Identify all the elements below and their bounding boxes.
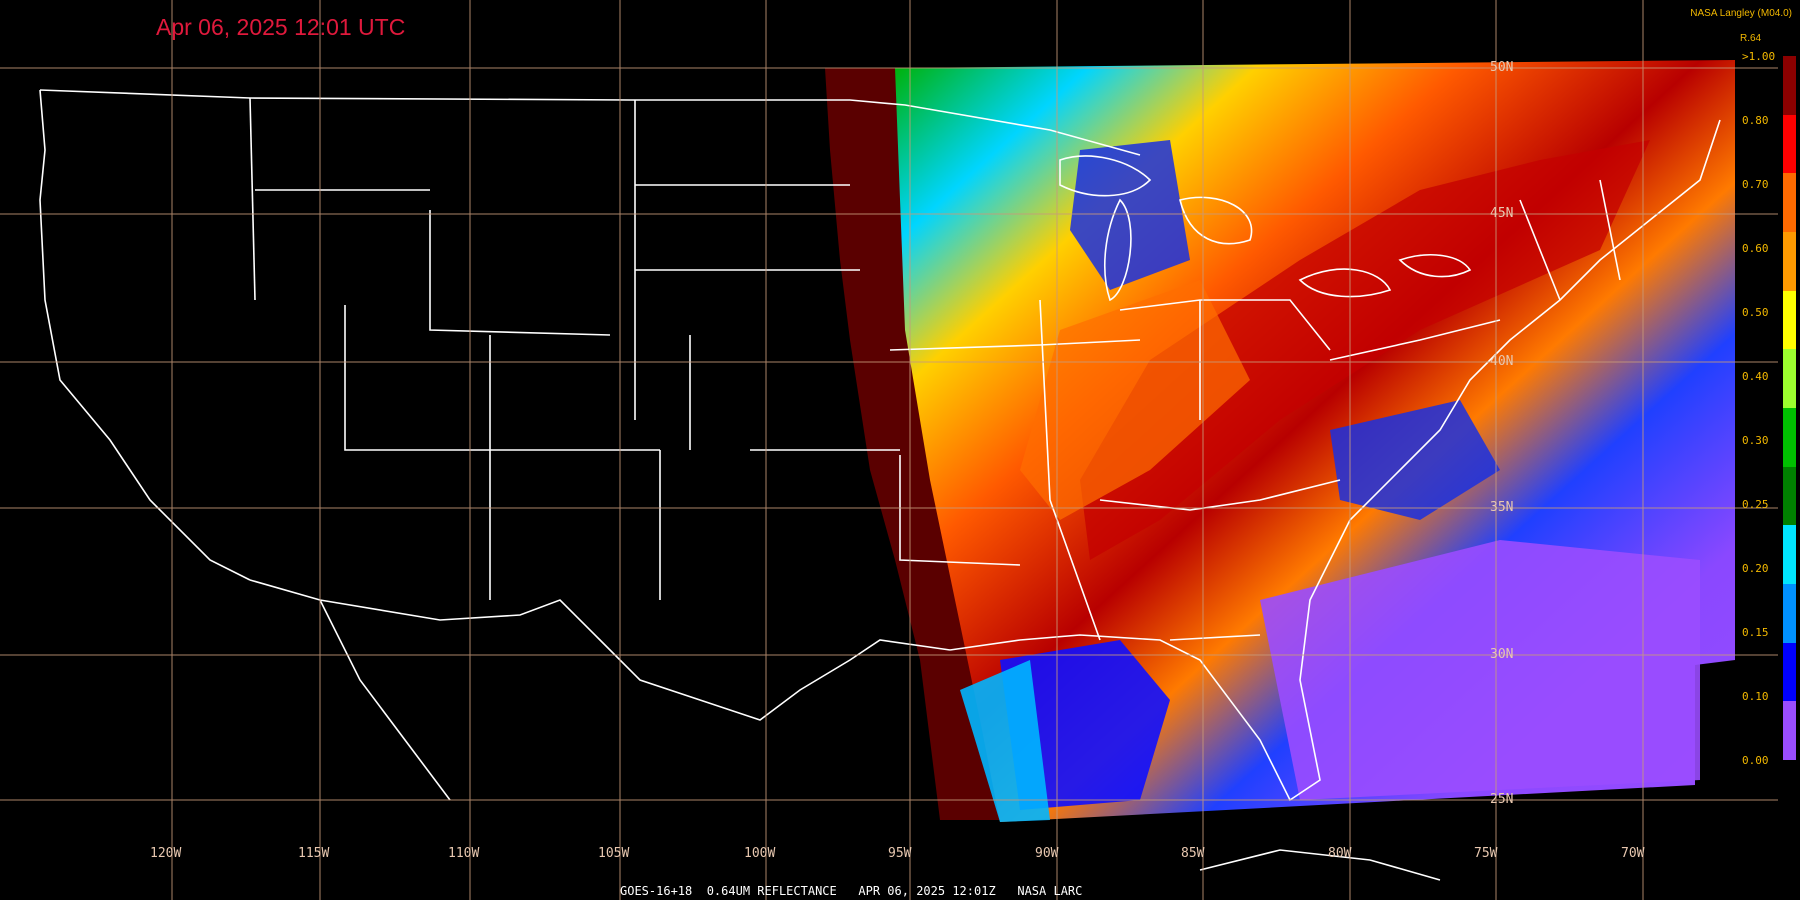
cloud-band-red [1080,140,1650,560]
legend-tick-label: >1.00 [1742,50,1776,63]
legend-color-bar [1783,56,1796,760]
latitude-label: 30N [1490,647,1514,662]
legend-title: R.64 [1740,33,1762,44]
latitude-label: 35N [1490,500,1514,515]
longitude-label: 75W [1474,846,1498,861]
image-timestamp: Apr 06, 2025 12:01 UTC [156,14,406,40]
longitude-label: 110W [448,846,480,861]
legend-tick-label: 0.15 [1742,626,1769,639]
legend-tick-label: 0.20 [1742,562,1769,575]
legend-tick-label: 0.50 [1742,306,1769,319]
legend-swatch [1783,349,1796,408]
legend-tick-label: 0.70 [1742,178,1769,191]
image-caption: GOES-16+18 0.64UM REFLECTANCE APR 06, 20… [620,884,1083,898]
longitude-label: 95W [888,846,912,861]
latitude-label: 45N [1490,206,1514,221]
legend-tick-label: 0.80 [1742,114,1769,127]
latitude-label: 40N [1490,354,1514,369]
legend-tick-label: 0.10 [1742,690,1769,703]
legend-swatch [1783,290,1796,350]
legend-swatch [1783,408,1796,467]
clear-sky-purple [1260,540,1700,800]
legend-swatch [1783,466,1796,526]
legend-tick-label: 0.00 [1742,754,1769,767]
longitude-label: 105W [598,846,630,861]
source-credit: NASA Langley (M04.0) [1690,8,1792,19]
legend-tick-label: 0.30 [1742,434,1769,447]
latitude-label: 25N [1490,792,1514,807]
legend-tick-label: 0.60 [1742,242,1769,255]
legend-swatch [1783,701,1796,760]
legend-tick-label: 0.40 [1742,370,1769,383]
legend-swatch [1783,56,1796,115]
clear-sky-blue-2 [1330,400,1500,520]
longitude-label: 80W [1328,846,1352,861]
clear-sky-blue-1 [1070,140,1190,290]
legend-swatch [1783,584,1796,643]
legend-tick-label: 0.25 [1742,498,1769,511]
longitude-label: 85W [1181,846,1205,861]
legend-swatch [1783,642,1796,702]
longitude-label: 115W [298,846,330,861]
longitude-label: 100W [744,846,776,861]
nodata-region [825,68,1000,820]
legend-swatch [1783,173,1796,232]
latitude-label: 50N [1490,60,1514,75]
longitude-label: 120W [150,846,182,861]
clear-sky-cyan-gulf [960,660,1050,822]
legend-swatch [1783,232,1796,291]
longitude-label: 70W [1621,846,1645,861]
political-borders [39,89,1721,881]
longitude-label: 90W [1035,846,1059,861]
legend-swatch [1783,114,1796,174]
legend-swatch [1783,525,1796,584]
cloud-band-orange [1020,280,1250,520]
